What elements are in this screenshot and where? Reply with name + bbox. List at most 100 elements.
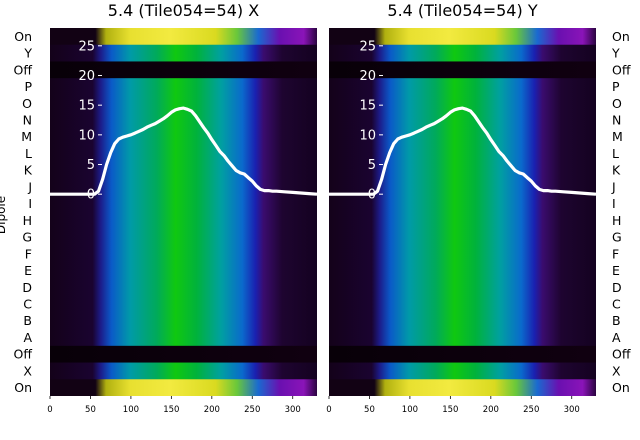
- overlay-y-tick-label: 25: [359, 39, 376, 54]
- row-label: H: [23, 213, 32, 228]
- heatmap-row-14: [50, 262, 317, 280]
- overlay-y-tick-label: 5: [368, 158, 376, 173]
- heatmap-row-4: [329, 94, 596, 113]
- row-label: B: [612, 313, 621, 328]
- heatmap-row-19: [329, 345, 596, 364]
- heatmap-row-3: [329, 78, 596, 96]
- x-tick-label: 0: [326, 405, 331, 415]
- row-label: N: [23, 113, 32, 128]
- row-label: K: [612, 163, 621, 178]
- row-label: G: [612, 230, 622, 245]
- row-label: F: [612, 246, 619, 261]
- heatmap-row-17: [50, 312, 317, 330]
- row-label: On: [14, 29, 32, 44]
- row-label: M: [21, 129, 32, 144]
- row-label: A: [612, 330, 621, 345]
- overlay-y-tick-label: 25: [78, 39, 95, 54]
- row-label: E: [612, 263, 620, 278]
- overlay-y-tick-label: 15: [78, 99, 95, 114]
- row-label: C: [612, 297, 621, 312]
- heatmap-row-9: [50, 178, 317, 196]
- x-tick-label: 300: [285, 405, 301, 415]
- row-label: N: [612, 113, 621, 128]
- heatmap-row-20: [329, 362, 596, 380]
- heatmap-row-5: [329, 111, 596, 129]
- heatmap-row-11: [50, 212, 317, 230]
- row-label: B: [23, 313, 32, 328]
- heatmap-row-21: [50, 379, 317, 396]
- heatmap-row-12: [329, 228, 596, 247]
- row-label: D: [612, 280, 622, 295]
- heatmap-row-13: [329, 245, 596, 263]
- heatmap-row-18: [50, 329, 317, 347]
- row-label: P: [612, 79, 620, 94]
- row-label: O: [22, 96, 32, 111]
- row-label: M: [612, 129, 623, 144]
- heatmap-row-13: [50, 245, 317, 263]
- heatmap-row-12: [50, 228, 317, 247]
- heatmap-row-0: [329, 28, 596, 46]
- heatmap-row-15: [329, 278, 596, 297]
- x-tick-label: 200: [204, 405, 220, 415]
- chart-title: 5.4 (Tile054=54) Y: [387, 1, 537, 20]
- x-tick-label: 250: [244, 405, 260, 415]
- y-axis-label: Dipole: [0, 196, 8, 234]
- row-label: Off: [14, 347, 33, 362]
- heatmap-row-3: [50, 78, 317, 96]
- row-label: K: [24, 163, 33, 178]
- heatmap-row-20: [50, 362, 317, 380]
- x-tick-label: 50: [364, 405, 375, 415]
- row-label: Off: [612, 347, 631, 362]
- panels: 5.4 (Tile054=54) XOnXOffABCDEFGHIJKLMNOP…: [0, 1, 631, 415]
- heatmap-row-1: [329, 44, 596, 63]
- row-label: I: [612, 196, 616, 211]
- row-label: D: [22, 280, 32, 295]
- overlay-y-tick-label: 10: [359, 128, 376, 143]
- overlay-y-tick-label: 20: [78, 69, 95, 84]
- row-label: J: [611, 179, 616, 194]
- row-label: On: [14, 380, 32, 395]
- heatmap-row-16: [329, 295, 596, 313]
- row-label: C: [23, 297, 32, 312]
- heatmap-row-8: [50, 161, 317, 180]
- row-label: H: [612, 213, 621, 228]
- row-label: Y: [23, 46, 32, 61]
- heatmap-row-10: [329, 195, 596, 213]
- heatmap-row-2: [329, 61, 596, 79]
- x-tick-label: 150: [163, 405, 179, 415]
- x-tick-label: 200: [483, 405, 499, 415]
- row-label: Y: [611, 46, 620, 61]
- x-tick-label: 100: [402, 405, 418, 415]
- row-label: X: [23, 363, 32, 378]
- x-tick-label: 300: [564, 405, 580, 415]
- heatmap-cells: [329, 28, 596, 396]
- heatmap-row-7: [329, 145, 596, 163]
- row-label: Off: [14, 62, 33, 77]
- row-label: O: [612, 96, 622, 111]
- row-label: J: [27, 179, 32, 194]
- overlay-y-tick-label: 5: [87, 158, 95, 173]
- row-label: L: [612, 146, 619, 161]
- row-label: A: [23, 330, 32, 345]
- row-label: I: [28, 196, 32, 211]
- overlay-line: [50, 106, 317, 196]
- row-label: E: [24, 263, 32, 278]
- x-tick-label: 100: [123, 405, 139, 415]
- heatmap-row-11: [329, 212, 596, 230]
- row-label: On: [612, 380, 630, 395]
- heatmap-row-8: [329, 161, 596, 180]
- heatmap-row-0: [50, 28, 317, 46]
- x-tick-label: 0: [47, 405, 52, 415]
- overlay-line: [329, 106, 596, 196]
- heatmap-row-21: [329, 379, 596, 396]
- heatmap-row-4: [50, 94, 317, 113]
- row-label: P: [24, 79, 32, 94]
- x-tick-label: 150: [442, 405, 458, 415]
- heatmap-row-5: [50, 111, 317, 129]
- x-tick-label: 50: [85, 405, 96, 415]
- row-label: F: [25, 246, 32, 261]
- heatmap-row-18: [329, 329, 596, 347]
